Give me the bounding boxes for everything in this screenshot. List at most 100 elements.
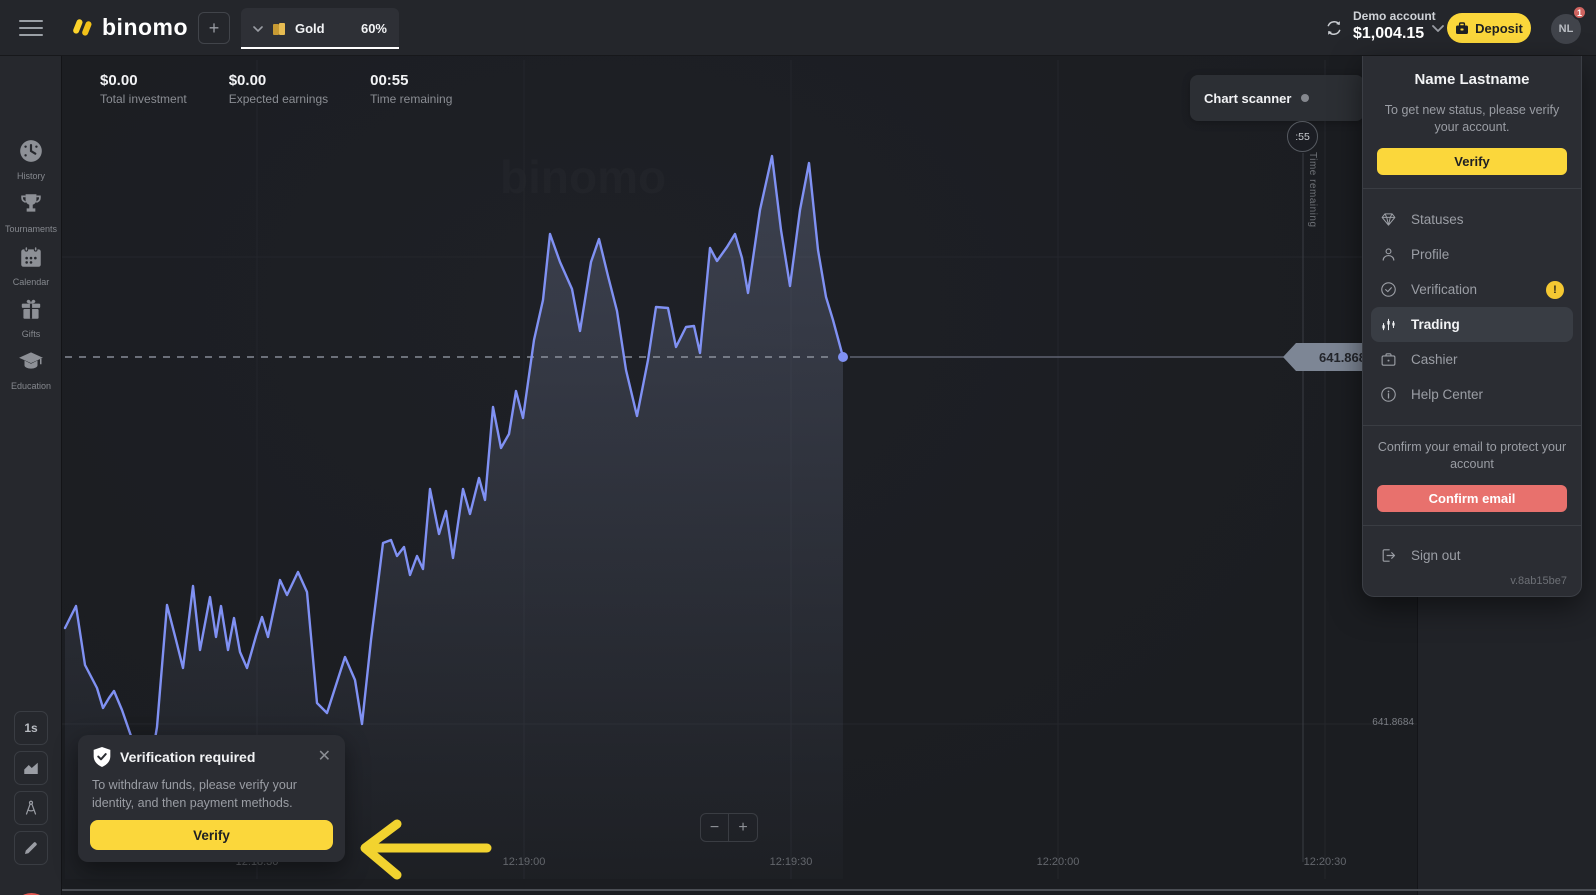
- sign-out-label: Sign out: [1411, 547, 1461, 563]
- shield-check-icon: [93, 747, 111, 767]
- account-menu-panel: Name Lastname To get new status, please …: [1362, 56, 1582, 597]
- logo-lightning-icon: [73, 19, 92, 36]
- status-hint: To get new status, please verify your ac…: [1384, 103, 1560, 134]
- app-version: v.8ab15be7: [1510, 575, 1567, 587]
- expected-earnings-label: Expected earnings: [228, 92, 329, 106]
- chart-scanner-button[interactable]: Chart scanner: [1190, 75, 1364, 121]
- time-remaining: 00:55 Time remaining: [370, 72, 452, 106]
- time-tick-label: 12:20:00: [1036, 856, 1080, 868]
- close-icon[interactable]: ✕: [317, 748, 331, 765]
- purchase-timer-badge: :55: [1287, 121, 1318, 152]
- top-bar: binomo + Gold 60% Demo account $1,004.15: [0, 0, 1596, 56]
- graduation-cap-icon: [19, 352, 43, 369]
- area-chart-icon: [24, 762, 38, 774]
- account-balance: $1,004.15: [1353, 25, 1425, 42]
- popup-body-text: To withdraw funds, please verify your id…: [92, 778, 297, 810]
- gift-icon: [21, 299, 41, 319]
- menu-item-verification[interactable]: Verification !: [1371, 272, 1573, 307]
- sidebar-item-calendar[interactable]: Calendar: [0, 244, 62, 287]
- history-clock-icon: [20, 140, 42, 162]
- time-tick-label: 12:20:30: [1303, 856, 1347, 868]
- help-button[interactable]: ?: [13, 893, 50, 895]
- price-axis-label: 641.8684: [1372, 717, 1414, 728]
- menu-item-label: Cashier: [1411, 352, 1458, 367]
- menu-item-label: Verification: [1411, 282, 1478, 297]
- popup-verify-button[interactable]: Verify: [90, 820, 333, 850]
- deposit-label: Deposit: [1475, 20, 1523, 36]
- current-price-tag: 641.868: [1283, 343, 1369, 371]
- verification-popup: Verification required ✕ To withdraw fund…: [78, 735, 345, 862]
- binomo-logo[interactable]: binomo: [72, 13, 188, 41]
- person-icon: [1382, 248, 1395, 261]
- menu-item-help-center[interactable]: Help Center: [1371, 377, 1573, 412]
- trade-info-row: $0.00 Total investment $0.00 Expected ea…: [100, 72, 452, 106]
- sidebar-item-label: Tournaments: [4, 224, 58, 234]
- sidebar-item-education[interactable]: Education: [0, 348, 62, 391]
- wallet-icon: [1381, 353, 1396, 366]
- gem-icon: [1381, 213, 1396, 226]
- drawing-tools-button[interactable]: [14, 831, 48, 865]
- sidebar-item-history[interactable]: History: [0, 138, 62, 181]
- account-name: Name Lastname: [1414, 71, 1530, 88]
- menu-item-label: Trading: [1411, 317, 1460, 332]
- indicators-button[interactable]: [14, 791, 48, 825]
- menu-item-label: Help Center: [1411, 387, 1484, 402]
- pencil-icon: [25, 842, 37, 854]
- menu-item-statuses[interactable]: Statuses: [1371, 202, 1573, 237]
- chart-watermark: binomo: [500, 150, 666, 204]
- zoom-in-button[interactable]: +: [729, 813, 758, 842]
- chart-interval-button[interactable]: 1s: [14, 711, 48, 745]
- time-tick-label: 12:19:30: [769, 856, 813, 868]
- chevron-down-icon[interactable]: [253, 25, 263, 32]
- zoom-out-button[interactable]: −: [700, 813, 729, 842]
- timeline-divider: [0, 889, 1596, 891]
- expected-earnings: $0.00 Expected earnings: [229, 72, 328, 106]
- account-chevron-down-icon[interactable]: [1432, 25, 1444, 32]
- attention-arrow: [360, 819, 492, 880]
- total-investment-label: Total investment: [100, 92, 187, 106]
- deposit-button[interactable]: Deposit: [1447, 13, 1531, 43]
- info-circle-icon: [1381, 387, 1396, 402]
- trophy-icon: [21, 194, 41, 212]
- menu-icon[interactable]: [19, 20, 43, 36]
- time-remaining-axis-label: Time remaining: [1307, 152, 1318, 228]
- gold-asset-icon: [273, 22, 285, 35]
- sign-out-button[interactable]: Sign out: [1363, 539, 1581, 571]
- menu-item-cashier[interactable]: Cashier: [1371, 342, 1573, 377]
- asset-tab-gold[interactable]: Gold 60%: [241, 8, 399, 49]
- notification-badge: 1: [1572, 5, 1587, 20]
- verification-warning-badge: !: [1546, 280, 1564, 299]
- time-remaining-label: Time remaining: [370, 92, 453, 106]
- sign-out-icon: [1382, 548, 1396, 562]
- scanner-status-dot: [1301, 94, 1310, 102]
- menu-item-trading[interactable]: Trading: [1371, 307, 1573, 342]
- total-investment: $0.00 Total investment: [100, 72, 187, 106]
- add-asset-tab-button[interactable]: +: [198, 12, 230, 44]
- chart-type-button[interactable]: [14, 751, 48, 785]
- panel-verify-button[interactable]: Verify: [1377, 148, 1567, 175]
- calendar-icon: [21, 246, 41, 267]
- menu-item-label: Profile: [1411, 247, 1450, 262]
- asset-name: Gold: [295, 21, 325, 36]
- drafting-compass-icon: [25, 800, 37, 815]
- popup-title: Verification required: [120, 749, 256, 765]
- left-sidebar: History Tournaments Calendar: [0, 56, 62, 895]
- confirm-email-button[interactable]: Confirm email: [1377, 485, 1567, 512]
- time-tick-label: 12:19:00: [502, 856, 546, 868]
- refresh-balance-icon[interactable]: [1325, 19, 1343, 37]
- menu-item-profile[interactable]: Profile: [1371, 237, 1573, 272]
- sidebar-item-tournaments[interactable]: Tournaments: [0, 191, 62, 234]
- account-type: Demo account: [1353, 9, 1436, 23]
- time-remaining-value: 00:55: [370, 72, 409, 89]
- chart-zoom-controls: − +: [700, 813, 758, 842]
- sidebar-item-label: Calendar: [12, 277, 50, 287]
- account-switcher[interactable]: Demo account $1,004.15: [1353, 9, 1436, 43]
- sidebar-item-label: Education: [10, 381, 52, 391]
- sidebar-item-gifts[interactable]: Gifts: [0, 296, 62, 339]
- sidebar-item-label: Gifts: [21, 329, 41, 339]
- total-investment-value: $0.00: [100, 72, 138, 89]
- check-circle-icon: [1381, 282, 1396, 297]
- expected-earnings-value: $0.00: [228, 72, 267, 89]
- menu-item-label: Statuses: [1411, 212, 1464, 227]
